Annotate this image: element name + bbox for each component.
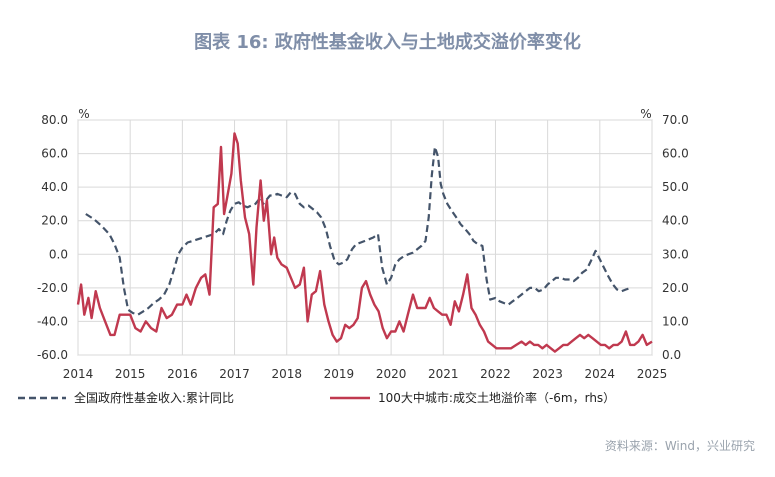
y-left-tick-label: 60.0 xyxy=(41,147,68,161)
y-left-tick-label: 0.0 xyxy=(49,247,68,261)
chart-title: 图表 16: 政府性基金收入与土地成交溢价率变化 xyxy=(194,32,581,53)
y-right-tick-label: 50.0 xyxy=(662,180,689,194)
x-tick-label: 2015 xyxy=(115,367,146,381)
y-right-tick-label: 70.0 xyxy=(662,113,689,127)
series-line-1 xyxy=(85,145,632,316)
y-right-unit: % xyxy=(640,107,651,121)
source-note: 资料来源：Wind，兴业研究 xyxy=(604,439,755,453)
y-right-tick-label: 20.0 xyxy=(662,281,689,295)
x-tick-label: 2014 xyxy=(63,367,94,381)
y-left-tick-label: -40.0 xyxy=(37,314,68,328)
plot-frame xyxy=(77,119,653,356)
y-left-tick-label: 80.0 xyxy=(41,113,68,127)
series-line-2 xyxy=(76,132,653,353)
y-right-tick-label: 10.0 xyxy=(662,314,689,328)
y-right-tick-label: 0.0 xyxy=(662,348,681,362)
y-left-tick-label: 40.0 xyxy=(41,180,68,194)
x-tick-label: 2020 xyxy=(376,367,407,381)
y-left-tick-label: -20.0 xyxy=(37,281,68,295)
x-tick-label: 2024 xyxy=(585,367,616,381)
x-tick-label: 2019 xyxy=(324,367,355,381)
y-left-tick-label: -60.0 xyxy=(37,348,68,362)
x-tick-label: 2016 xyxy=(167,367,198,381)
y-left-tick-label: 20.0 xyxy=(41,214,68,228)
legend-label-1: 全国政府性基金收入:累计同比 xyxy=(74,390,234,405)
y-right-tick-label: 60.0 xyxy=(662,147,689,161)
x-tick-label: 2023 xyxy=(532,367,563,381)
x-tick-label: 2022 xyxy=(480,367,511,381)
x-tick-label: 2021 xyxy=(428,367,459,381)
x-tick-label: 2017 xyxy=(219,367,250,381)
x-tick-label: 2018 xyxy=(271,367,302,381)
legend-label-2: 100大中城市:成交土地溢价率（-6m，rhs） xyxy=(378,390,615,405)
y-left-unit: % xyxy=(78,107,89,121)
x-tick-label: 2025 xyxy=(637,367,668,381)
y-right-tick-label: 30.0 xyxy=(662,247,689,261)
y-right-tick-label: 40.0 xyxy=(662,214,689,228)
